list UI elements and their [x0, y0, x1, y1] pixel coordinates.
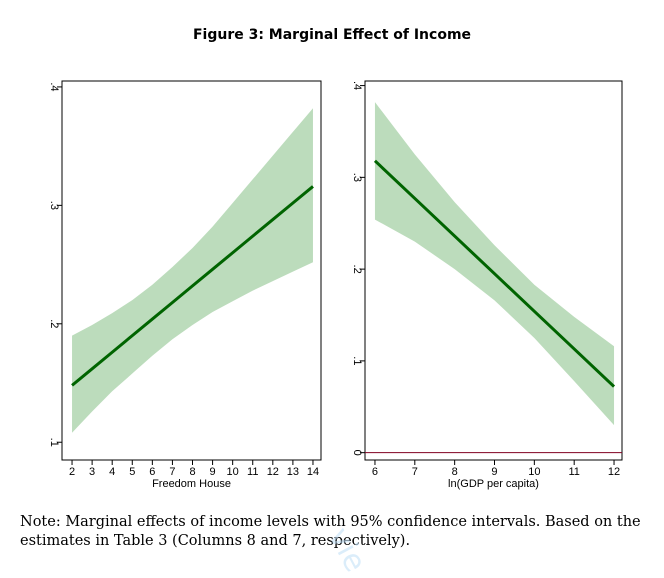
- figure-note: Note: Marginal effects of income levels …: [20, 514, 641, 549]
- panel-2-marginal-effect-line: [373, 159, 616, 388]
- panel-2-y-tick-label: .2: [351, 265, 363, 274]
- panel-1-x-tick-label: 5: [129, 466, 135, 478]
- figure-title: Figure 3: Marginal Effect of Income: [192, 27, 472, 43]
- panel-1-x-tick-label: 10: [227, 466, 239, 478]
- panel-2-x-tick-label: 12: [608, 466, 620, 478]
- panel-2-y-tick-label: 0: [351, 450, 363, 456]
- panel-2-x-tick-label: 8: [452, 466, 458, 478]
- panel-1-x-tick-label: 2: [69, 466, 75, 478]
- panel-1-y-tick-label: .1: [48, 438, 60, 447]
- panel-2-confidence-band: [374, 102, 615, 426]
- panel-2-x-tick-label: 10: [528, 466, 540, 478]
- panel-1-x-tick-label: 4: [109, 466, 115, 478]
- panel-1-x-tick-label: 8: [189, 466, 195, 478]
- panel-1-x-tick-label: 13: [287, 466, 299, 478]
- panel-1-y-tick-label: .2: [48, 319, 60, 328]
- panel-2-x-axis-label: ln(GDP per capita): [448, 478, 539, 490]
- panel-1-confidence-band: [72, 108, 313, 433]
- panel-1-x-tick-label: 3: [89, 466, 95, 478]
- panel-1-x-tick-label: 11: [247, 466, 258, 478]
- panel-1-x-tick-label: 14: [307, 466, 319, 478]
- panel-1-y-tick-label: .4: [48, 82, 60, 91]
- panel-2-y-tick-label: .3: [351, 173, 363, 182]
- panel-2-y-tick-label: .1: [351, 356, 363, 365]
- panel-1-x-tick-label: 7: [169, 466, 175, 478]
- panel-1-y-tick-label: .3: [48, 201, 60, 210]
- panel-2-x-tick-label: 7: [412, 466, 418, 478]
- panel-2-x-tick-label: 9: [491, 466, 497, 478]
- panel-1-x-axis-label: Freedom House: [152, 478, 231, 490]
- panel-1-x-tick-label: 12: [267, 466, 279, 478]
- panel-2-x-tick-label: 11: [568, 466, 579, 478]
- panel-2-y-tick-label: .4: [351, 81, 363, 90]
- panel-1-x-tick-label: 9: [210, 466, 216, 478]
- panel-1-marginal-effect-line: [71, 185, 314, 387]
- panel-2-x-tick-label: 6: [372, 466, 378, 478]
- panel-1-x-tick-label: 6: [149, 466, 155, 478]
